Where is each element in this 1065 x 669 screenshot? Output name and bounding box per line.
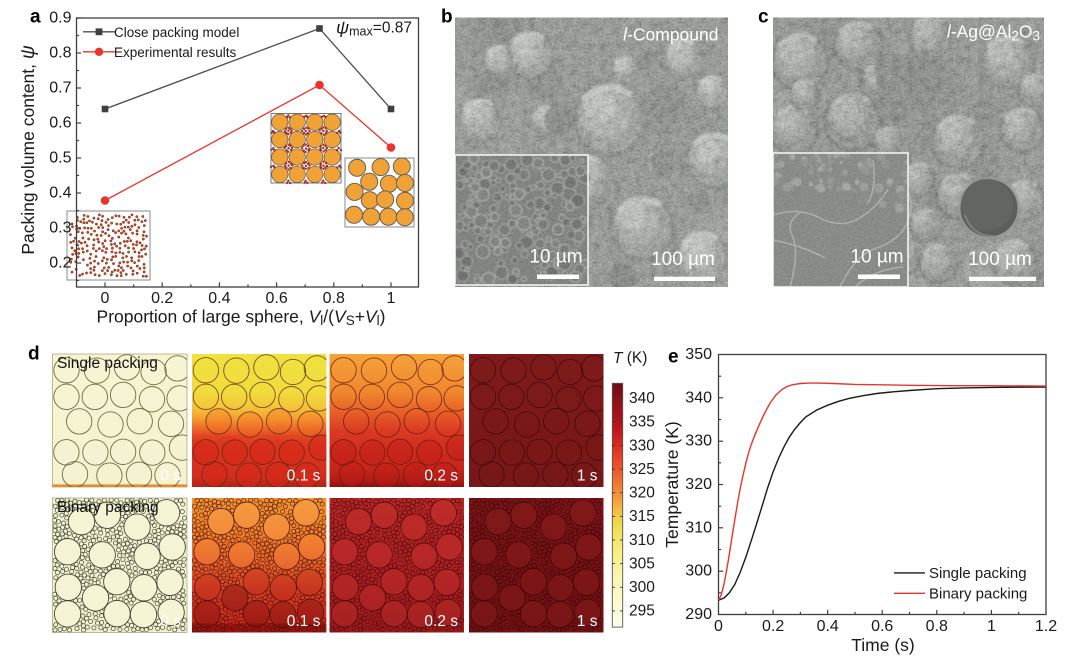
svg-text:0.4: 0.4: [208, 290, 230, 307]
svg-text:1: 1: [387, 290, 396, 307]
svg-text:0.6: 0.6: [265, 290, 287, 307]
svg-text:ψmax=0.87: ψmax=0.87: [336, 18, 412, 39]
svg-text:0.7: 0.7: [49, 80, 71, 97]
svg-text:Temperature (K): Temperature (K): [662, 421, 682, 547]
svg-text:Packing volume content, ψ: Packing volume content, ψ: [18, 45, 39, 255]
svg-text:0.8: 0.8: [323, 290, 345, 307]
svg-text:0 s: 0 s: [160, 468, 181, 485]
svg-text:Single packing: Single packing: [57, 355, 158, 372]
svg-text:Close packing model: Close packing model: [114, 25, 239, 40]
svg-text:0.8: 0.8: [49, 45, 71, 62]
svg-text:Binary packing: Binary packing: [57, 499, 159, 516]
svg-text:100 µm: 100 µm: [651, 249, 715, 270]
svg-text:Single packing: Single packing: [929, 565, 1027, 582]
svg-text:350: 350: [685, 346, 712, 363]
svg-text:0.2: 0.2: [762, 618, 784, 635]
svg-text:330: 330: [629, 437, 655, 454]
svg-text:0.1 s: 0.1 s: [287, 468, 321, 485]
svg-text:0.4: 0.4: [49, 185, 71, 202]
svg-text:a: a: [30, 7, 41, 28]
svg-text:0: 0: [101, 290, 110, 307]
svg-text:b: b: [441, 7, 453, 28]
svg-text:0.4: 0.4: [817, 618, 839, 635]
svg-text:Experimental results: Experimental results: [114, 45, 237, 60]
svg-text:1.2: 1.2: [1035, 618, 1057, 635]
svg-text:0.2: 0.2: [49, 255, 71, 272]
svg-text:0.1 s: 0.1 s: [287, 613, 321, 630]
svg-text:1: 1: [987, 618, 996, 635]
svg-text:340: 340: [685, 389, 712, 406]
svg-text:0.8: 0.8: [926, 618, 948, 635]
svg-text:315: 315: [629, 508, 655, 525]
svg-text:0: 0: [714, 618, 723, 635]
svg-text:e: e: [668, 347, 679, 368]
svg-text:1 s: 1 s: [577, 468, 598, 485]
svg-text:0 s: 0 s: [160, 613, 181, 630]
svg-text:325: 325: [629, 461, 655, 478]
svg-text:10 µm: 10 µm: [850, 247, 903, 268]
svg-text:0.6: 0.6: [49, 115, 71, 132]
svg-text:Time (s): Time (s): [851, 635, 915, 655]
svg-text:290: 290: [685, 606, 712, 623]
svg-text:l-Ag@Al2O3: l-Ag@Al2O3: [947, 22, 1040, 44]
svg-text:300: 300: [685, 563, 712, 580]
svg-text:0.9: 0.9: [49, 10, 71, 27]
svg-text:0.2 s: 0.2 s: [424, 613, 458, 630]
svg-text:320: 320: [685, 476, 712, 493]
svg-text:330: 330: [685, 433, 712, 450]
svg-text:0.2 s: 0.2 s: [424, 468, 458, 485]
svg-text:310: 310: [685, 519, 712, 536]
svg-text:0.6: 0.6: [871, 618, 893, 635]
svg-text:320: 320: [629, 485, 655, 502]
svg-text:1 s: 1 s: [577, 613, 598, 630]
svg-text:Proportion of large sphere, Vl: Proportion of large sphere, Vl/(VS+Vl): [97, 307, 386, 328]
svg-text:0.2: 0.2: [151, 290, 173, 307]
svg-text:310: 310: [629, 532, 655, 549]
svg-text:10 µm: 10 µm: [529, 247, 582, 268]
svg-text:T (K): T (K): [613, 350, 647, 367]
svg-text:d: d: [28, 344, 40, 365]
svg-text:c: c: [758, 7, 769, 28]
svg-text:335: 335: [629, 414, 655, 431]
svg-text:300: 300: [629, 579, 655, 596]
svg-text:305: 305: [629, 555, 655, 572]
svg-text:l-Compound: l-Compound: [623, 25, 718, 45]
svg-text:100 µm: 100 µm: [968, 249, 1032, 270]
svg-text:0.3: 0.3: [49, 220, 71, 237]
svg-text:0.5: 0.5: [49, 150, 71, 167]
svg-text:340: 340: [629, 390, 655, 407]
svg-text:295: 295: [629, 603, 655, 620]
svg-text:Binary packing: Binary packing: [929, 585, 1027, 602]
